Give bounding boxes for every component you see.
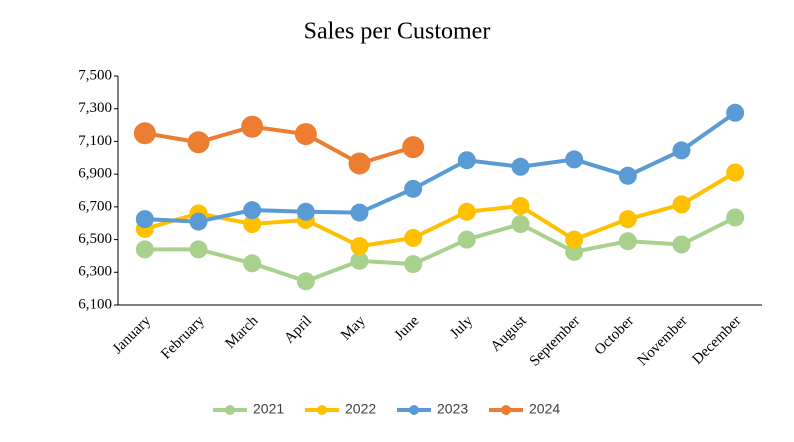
data-point [135,240,154,259]
data-point [241,115,264,138]
data-point [350,237,369,256]
data-point [565,230,584,249]
x-tick-label: November [635,313,691,369]
x-tick-label: January [110,313,155,358]
chart-title: Sales per Customer [304,19,491,45]
data-point [243,254,262,273]
series-line [144,124,414,166]
data-point [402,136,425,159]
data-point [296,272,315,291]
legend-marker [317,405,327,415]
data-point [189,212,208,231]
x-tick-label: September [527,313,584,370]
data-point [243,201,262,220]
data-point [350,251,369,270]
y-tick-label: 6,300 [78,264,112,280]
legend-marker [409,405,419,415]
data-point [404,179,423,198]
data-point [189,240,208,259]
data-point [135,210,154,229]
legend-text: 2021 [253,401,284,417]
data-point [457,202,476,221]
series-line [144,111,737,224]
data-point [348,152,371,175]
data-point [296,202,315,221]
x-tick-label: May [338,313,369,344]
y-tick-label: 7,300 [78,100,112,116]
legend-text: 2023 [437,401,468,417]
data-point [672,235,691,254]
x-tick-label: December [690,313,745,368]
data-point [457,151,476,170]
legend-marker [501,405,511,415]
data-point [511,157,530,176]
data-point [565,150,584,169]
data-point [511,215,530,234]
x-tick-label: April [281,313,315,347]
data-point [187,131,210,154]
x-tick-label: February [158,313,208,363]
data-point [404,228,423,247]
y-tick-label: 6,900 [78,166,112,182]
legend-marker [225,405,235,415]
data-point [618,210,637,229]
data-point [672,195,691,214]
legend-text: 2024 [529,401,560,417]
x-tick-label: October [592,313,637,358]
data-point [726,163,745,182]
data-point [350,203,369,222]
data-point [618,232,637,251]
x-tick-label: July [447,313,476,342]
x-tick-label: June [392,313,423,344]
data-point [672,141,691,160]
x-tick-label: August [488,312,531,355]
y-tick-label: 6,100 [78,296,112,312]
y-tick-label: 7,100 [78,133,112,149]
data-point [133,122,156,145]
data-point [243,215,262,234]
y-tick-label: 6,500 [78,231,112,247]
data-point [511,197,530,216]
data-point [294,123,317,146]
data-point [618,166,637,185]
data-point [404,255,423,274]
data-point [457,230,476,249]
y-tick-label: 7,500 [78,67,112,83]
data-point [726,208,745,227]
legend-text: 2022 [345,401,376,417]
x-tick-label: March [222,313,261,352]
series-line [144,170,737,249]
y-tick-label: 6,700 [78,198,112,214]
data-point [726,103,745,122]
